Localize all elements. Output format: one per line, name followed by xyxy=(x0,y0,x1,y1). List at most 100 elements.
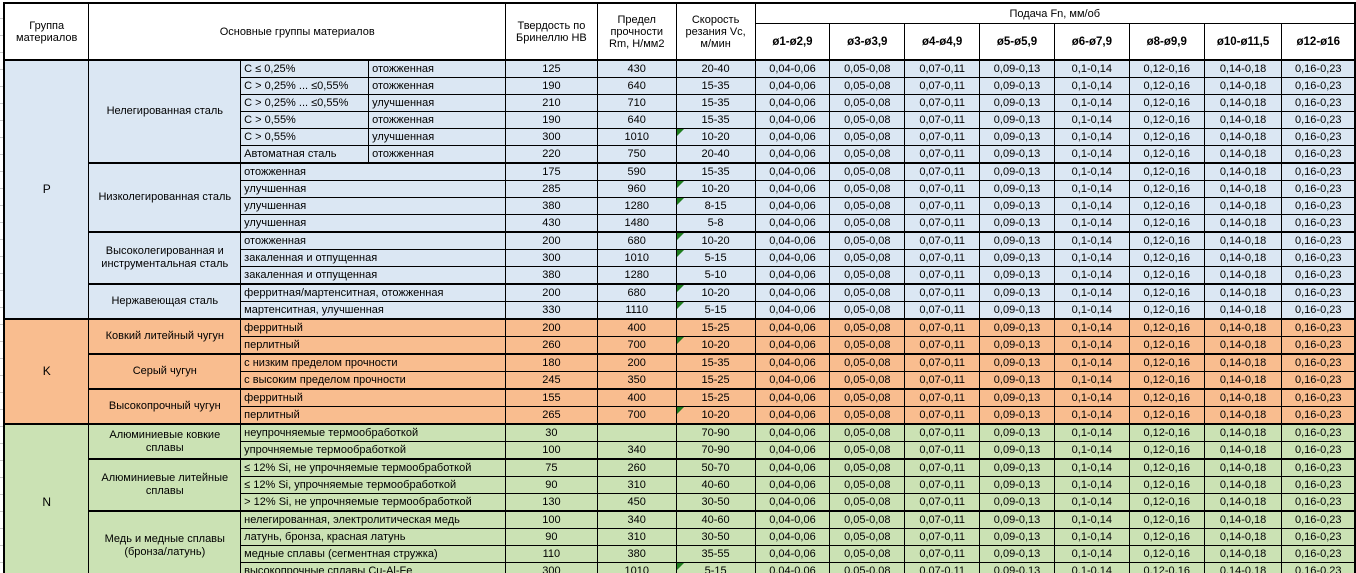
cell-hardness-hb[interactable]: 125 xyxy=(504,59,598,78)
cell-feed[interactable]: 0,07-0,11 xyxy=(904,353,981,372)
cell-feed[interactable]: 0,05-0,08 xyxy=(829,441,906,460)
cell-speed-vc[interactable]: 10-20 xyxy=(675,231,756,250)
cell-strength-rm[interactable]: 340 xyxy=(596,441,677,460)
cell-feed[interactable]: 0,09-0,13 xyxy=(979,128,1055,146)
cell-spec[interactable]: закаленная и отпущенная xyxy=(240,249,506,267)
cell-feed[interactable]: 0,05-0,08 xyxy=(829,493,906,512)
cell-feed[interactable]: 0,1-0,14 xyxy=(1053,493,1130,512)
cell-feed[interactable]: 0,07-0,11 xyxy=(904,301,981,320)
cell-feed[interactable]: 0,12-0,16 xyxy=(1128,214,1205,233)
cell-feed[interactable]: 0,16-0,23 xyxy=(1281,353,1356,372)
header-feed-diameter[interactable]: ø10-ø11,5 xyxy=(1203,23,1283,61)
cell-feed[interactable]: 0,12-0,16 xyxy=(1128,510,1205,529)
cell-feed[interactable]: 0,04-0,06 xyxy=(754,214,831,233)
cell-feed[interactable]: 0,1-0,14 xyxy=(1053,336,1130,355)
cell-feed[interactable]: 0,04-0,06 xyxy=(754,231,831,250)
cell-feed[interactable]: 0,1-0,14 xyxy=(1053,423,1130,442)
cell-strength-rm[interactable]: 710 xyxy=(596,94,677,112)
cell-feed[interactable]: 0,12-0,16 xyxy=(1128,493,1205,512)
cell-strength-rm[interactable]: 1010 xyxy=(596,249,677,267)
cell-feed[interactable]: 0,16-0,23 xyxy=(1281,528,1356,546)
cell-feed[interactable]: 0,05-0,08 xyxy=(829,77,906,95)
cell-spec[interactable]: с низким пределом прочности xyxy=(240,353,506,372)
cell-spec[interactable]: перлитный xyxy=(240,406,506,425)
cell-feed[interactable]: 0,1-0,14 xyxy=(1053,388,1130,407)
cell-feed[interactable]: 0,12-0,16 xyxy=(1128,562,1205,573)
cell-spec[interactable]: > 12% Si, не упрочняемые термообработкой xyxy=(240,493,506,512)
cell-feed[interactable]: 0,07-0,11 xyxy=(904,77,981,95)
cell-group-letter[interactable]: N xyxy=(3,423,90,573)
cell-hardness-hb[interactable]: 245 xyxy=(504,371,598,390)
cell-feed[interactable]: 0,16-0,23 xyxy=(1281,180,1356,198)
cell-feed[interactable]: 0,16-0,23 xyxy=(1281,441,1356,460)
cell-feed[interactable]: 0,16-0,23 xyxy=(1281,562,1356,573)
cell-feed[interactable]: 0,16-0,23 xyxy=(1281,388,1356,407)
cell-feed[interactable]: 0,09-0,13 xyxy=(979,180,1055,198)
cell-feed[interactable]: 0,04-0,06 xyxy=(754,545,831,563)
cell-feed[interactable]: 0,05-0,08 xyxy=(829,162,906,181)
cell-feed[interactable]: 0,12-0,16 xyxy=(1128,528,1205,546)
cell-speed-vc[interactable]: 30-50 xyxy=(675,528,756,546)
cell-subgroup-name[interactable]: Медь и медные сплавы (бронза/латунь) xyxy=(88,510,242,573)
cell-strength-rm[interactable]: 1010 xyxy=(596,128,677,146)
cell-feed[interactable]: 0,12-0,16 xyxy=(1128,476,1205,494)
cell-strength-rm[interactable]: 640 xyxy=(596,77,677,95)
cell-feed[interactable]: 0,1-0,14 xyxy=(1053,94,1130,112)
cell-feed[interactable]: 0,16-0,23 xyxy=(1281,231,1356,250)
cell-feed[interactable]: 0,09-0,13 xyxy=(979,458,1055,477)
cell-feed[interactable]: 0,09-0,13 xyxy=(979,77,1055,95)
header-strength-rm[interactable]: Предел прочности Rm, Н/мм2 xyxy=(596,2,677,61)
cell-feed[interactable]: 0,07-0,11 xyxy=(904,318,981,337)
cell-hardness-hb[interactable]: 300 xyxy=(504,128,598,146)
cell-feed[interactable]: 0,16-0,23 xyxy=(1281,406,1356,425)
cell-feed[interactable]: 0,04-0,06 xyxy=(754,77,831,95)
cell-speed-vc[interactable]: 20-40 xyxy=(675,145,756,164)
cell-strength-rm[interactable]: 700 xyxy=(596,406,677,425)
cell-feed[interactable]: 0,1-0,14 xyxy=(1053,128,1130,146)
cell-strength-rm[interactable]: 700 xyxy=(596,336,677,355)
cell-spec[interactable]: ≤ 12% Si, упрочняемые термообработкой xyxy=(240,476,506,494)
cell-hardness-hb[interactable]: 220 xyxy=(504,145,598,164)
cell-spec[interactable]: закаленная и отпущенная xyxy=(240,266,506,285)
cell-speed-vc[interactable]: 40-60 xyxy=(675,510,756,529)
cell-subgroup-name[interactable]: Низколегированная сталь xyxy=(88,162,242,233)
cell-feed[interactable]: 0,12-0,16 xyxy=(1128,249,1205,267)
cell-feed[interactable]: 0,07-0,11 xyxy=(904,231,981,250)
cell-strength-rm[interactable]: 380 xyxy=(596,545,677,563)
cell-feed[interactable]: 0,09-0,13 xyxy=(979,266,1055,285)
cell-feed[interactable]: 0,12-0,16 xyxy=(1128,545,1205,563)
cell-feed[interactable]: 0,04-0,06 xyxy=(754,562,831,573)
cell-feed[interactable]: 0,12-0,16 xyxy=(1128,371,1205,390)
cell-feed[interactable]: 0,04-0,06 xyxy=(754,249,831,267)
cell-strength-rm[interactable]: 590 xyxy=(596,162,677,181)
cell-feed[interactable]: 0,14-0,18 xyxy=(1203,180,1283,198)
cell-feed[interactable]: 0,1-0,14 xyxy=(1053,59,1130,78)
cell-feed[interactable]: 0,14-0,18 xyxy=(1203,59,1283,78)
cell-feed[interactable]: 0,07-0,11 xyxy=(904,162,981,181)
cell-feed[interactable]: 0,14-0,18 xyxy=(1203,197,1283,215)
cell-spec-condition[interactable]: C > 0,55% xyxy=(240,128,370,146)
cell-speed-vc[interactable]: 35-55 xyxy=(675,545,756,563)
cell-feed[interactable]: 0,14-0,18 xyxy=(1203,266,1283,285)
header-feed-title[interactable]: Подача Fn, мм/об xyxy=(754,2,1356,24)
cell-feed[interactable]: 0,09-0,13 xyxy=(979,111,1055,129)
cell-feed[interactable]: 0,07-0,11 xyxy=(904,94,981,112)
cell-feed[interactable]: 0,09-0,13 xyxy=(979,562,1055,573)
header-hardness-hb[interactable]: Твердость по Бринеллю HB xyxy=(504,2,598,61)
cell-feed[interactable]: 0,16-0,23 xyxy=(1281,145,1356,164)
cell-feed[interactable]: 0,12-0,16 xyxy=(1128,180,1205,198)
cell-feed[interactable]: 0,04-0,06 xyxy=(754,423,831,442)
cell-feed[interactable]: 0,16-0,23 xyxy=(1281,493,1356,512)
cell-feed[interactable]: 0,16-0,23 xyxy=(1281,266,1356,285)
cell-hardness-hb[interactable]: 175 xyxy=(504,162,598,181)
cell-feed[interactable]: 0,14-0,18 xyxy=(1203,528,1283,546)
cell-subgroup-name[interactable]: Нелегированная сталь xyxy=(88,59,242,164)
cell-spec-state[interactable]: улучшенная xyxy=(368,128,506,146)
cell-speed-vc[interactable]: 10-20 xyxy=(675,283,756,302)
cell-feed[interactable]: 0,1-0,14 xyxy=(1053,231,1130,250)
cell-feed[interactable]: 0,09-0,13 xyxy=(979,388,1055,407)
cell-feed[interactable]: 0,14-0,18 xyxy=(1203,458,1283,477)
cell-feed[interactable]: 0,1-0,14 xyxy=(1053,562,1130,573)
cell-hardness-hb[interactable]: 260 xyxy=(504,336,598,355)
cell-hardness-hb[interactable]: 285 xyxy=(504,180,598,198)
